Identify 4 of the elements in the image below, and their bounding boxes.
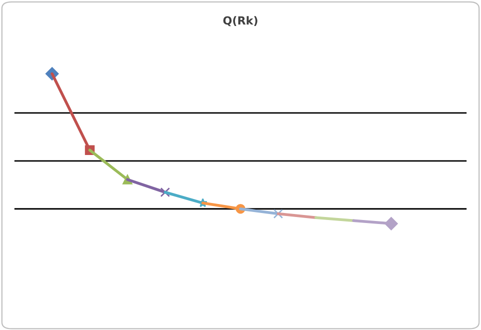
chart-title: Q(Rk) [223, 16, 258, 26]
point [273, 208, 284, 219]
point [384, 217, 398, 230]
point [160, 187, 170, 198]
